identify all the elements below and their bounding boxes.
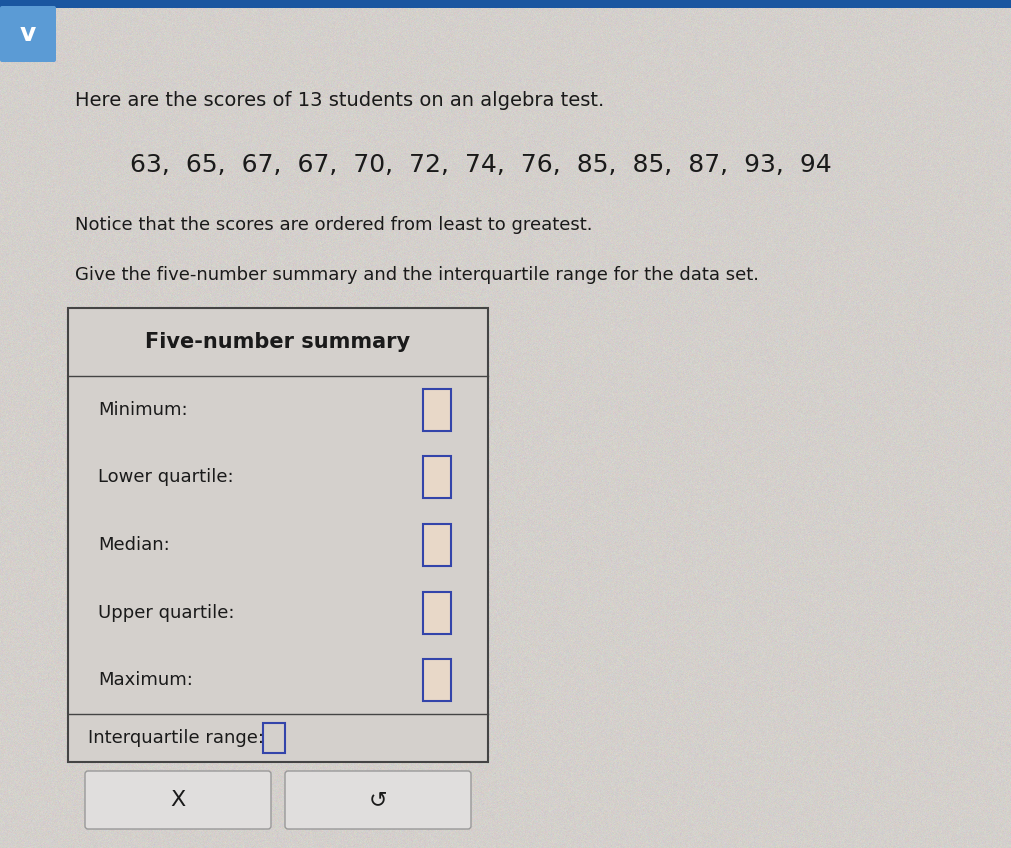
FancyBboxPatch shape <box>423 524 451 566</box>
Text: X: X <box>170 790 185 810</box>
FancyBboxPatch shape <box>423 388 451 431</box>
FancyBboxPatch shape <box>423 592 451 633</box>
Bar <box>0 0 1011 8</box>
Bar <box>68 308 487 762</box>
Text: Upper quartile:: Upper quartile: <box>98 604 235 622</box>
Text: Median:: Median: <box>98 536 170 554</box>
Text: Lower quartile:: Lower quartile: <box>98 468 234 487</box>
Text: ↺: ↺ <box>368 790 387 810</box>
FancyBboxPatch shape <box>285 771 470 829</box>
Text: Interquartile range:: Interquartile range: <box>88 729 264 747</box>
Text: Five-number summary: Five-number summary <box>146 332 410 352</box>
FancyBboxPatch shape <box>423 456 451 499</box>
Text: Notice that the scores are ordered from least to greatest.: Notice that the scores are ordered from … <box>75 216 591 234</box>
FancyBboxPatch shape <box>423 659 451 701</box>
Text: 63,  65,  67,  67,  70,  72,  74,  76,  85,  85,  87,  93,  94: 63, 65, 67, 67, 70, 72, 74, 76, 85, 85, … <box>129 153 831 177</box>
FancyBboxPatch shape <box>263 723 285 753</box>
Text: Give the five-number summary and the interquartile range for the data set.: Give the five-number summary and the int… <box>75 266 758 284</box>
Text: Minimum:: Minimum: <box>98 401 187 419</box>
FancyBboxPatch shape <box>85 771 271 829</box>
Text: Here are the scores of 13 students on an algebra test.: Here are the scores of 13 students on an… <box>75 91 604 109</box>
Text: v: v <box>20 22 36 46</box>
Text: Maximum:: Maximum: <box>98 672 193 689</box>
FancyBboxPatch shape <box>0 6 56 62</box>
